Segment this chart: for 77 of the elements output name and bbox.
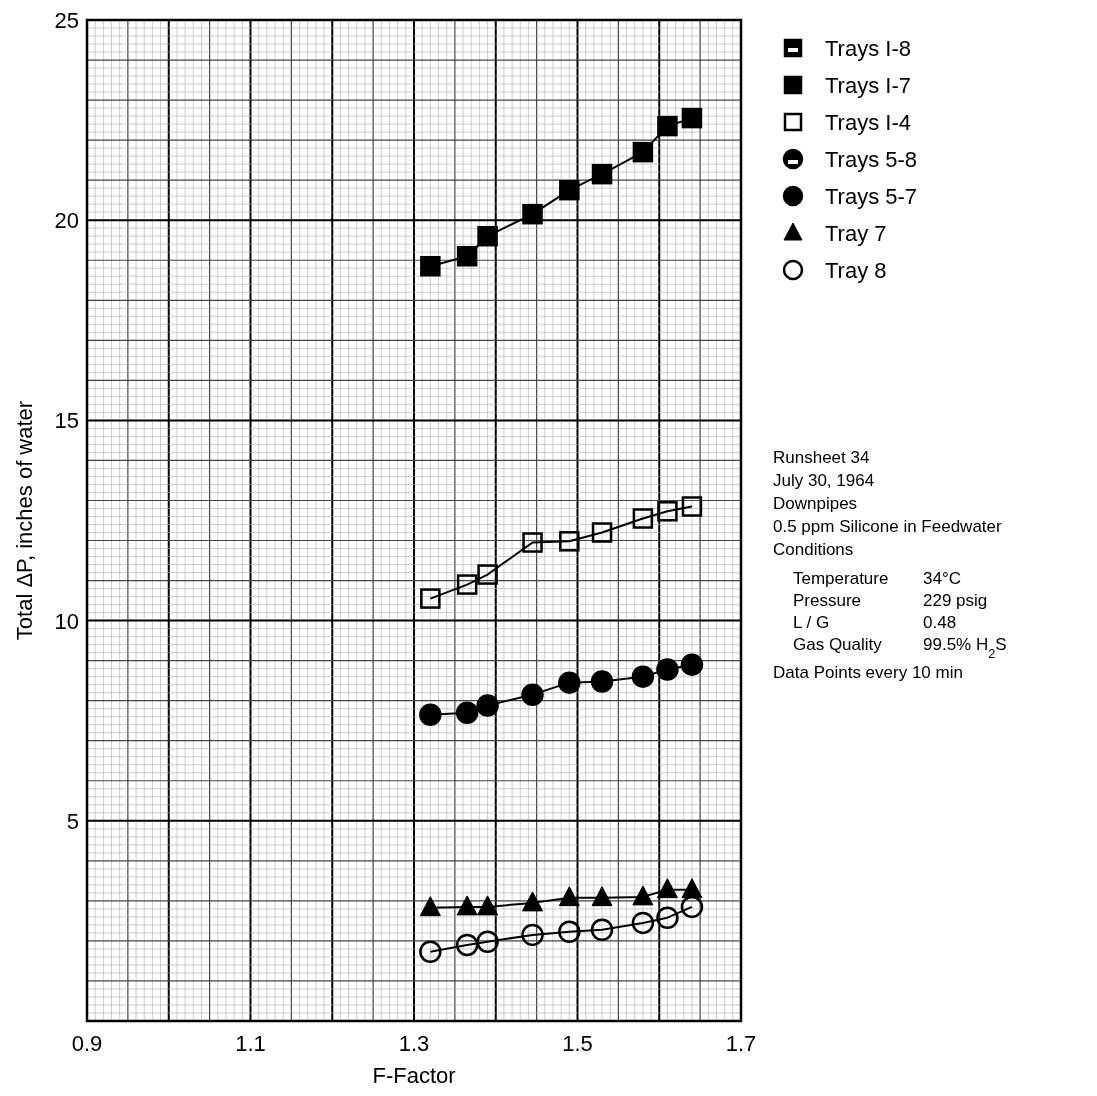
point — [656, 658, 679, 681]
x-tick-label: 1.5 — [562, 1031, 593, 1056]
text: Pressure — [793, 591, 862, 610]
y-tick-label: 15 — [54, 408, 79, 434]
point — [558, 671, 581, 694]
point — [455, 701, 479, 724]
point — [456, 895, 478, 916]
point — [657, 501, 678, 522]
x-tick-label: 1.7 — [725, 1031, 757, 1056]
point — [477, 564, 498, 585]
legend-label: Trays I-7 — [825, 73, 911, 98]
point — [558, 886, 580, 907]
y-tick-label: 20 — [54, 208, 79, 234]
text: Runsheet 34 — [773, 448, 870, 467]
point — [419, 703, 442, 726]
legend-label: Tray 8 — [825, 258, 887, 283]
point — [456, 574, 478, 595]
point — [420, 256, 441, 277]
point — [591, 522, 613, 543]
point — [456, 245, 478, 267]
y-tick-label: 10 — [54, 608, 79, 634]
point — [681, 496, 703, 517]
y-tick-label: 25 — [54, 8, 79, 33]
point — [631, 911, 655, 935]
legend-label: Trays I-8 — [825, 36, 911, 61]
point — [522, 203, 543, 225]
point — [455, 933, 479, 957]
text: July 30, 1964 — [773, 471, 875, 490]
point — [476, 930, 499, 953]
point — [632, 508, 654, 529]
y-tick-label: 5 — [66, 808, 79, 834]
text: Downpipes — [773, 494, 858, 513]
point — [477, 895, 499, 916]
point — [522, 532, 543, 553]
legend-label: Tray 7 — [825, 221, 887, 246]
point — [521, 683, 544, 706]
point — [590, 670, 614, 693]
point — [591, 163, 613, 185]
text: Data Points every 10 min — [773, 663, 963, 682]
y-axis-title: Total ΔP, inches of water — [12, 400, 37, 641]
point — [521, 923, 544, 947]
legend-label: Trays 5-8 — [825, 147, 918, 172]
point — [559, 531, 580, 552]
legend-label: Trays I-4 — [825, 110, 911, 135]
legend-label: Trays 5-7 — [825, 184, 918, 209]
point — [559, 179, 580, 201]
point — [420, 588, 441, 609]
point — [657, 115, 678, 137]
text: Gas Quality — [793, 635, 883, 654]
point — [591, 886, 613, 907]
point — [631, 665, 655, 688]
point — [590, 918, 614, 941]
point — [476, 694, 499, 717]
point — [522, 891, 544, 912]
point — [681, 107, 703, 129]
x-tick-label: 0.9 — [71, 1031, 103, 1056]
point — [558, 920, 581, 943]
text: 0.5 ppm Silicone in Feedwater — [773, 517, 1003, 536]
point — [419, 940, 442, 963]
point — [656, 906, 679, 929]
point — [656, 878, 678, 899]
point — [680, 653, 704, 676]
point — [632, 885, 654, 906]
point — [632, 141, 654, 163]
point — [680, 895, 704, 919]
text: Temperature — [793, 569, 889, 588]
x-tick-label: 1.1 — [235, 1031, 266, 1056]
point — [477, 225, 498, 247]
x-tick-label: 1.3 — [398, 1031, 430, 1056]
text: Conditions — [773, 540, 854, 559]
text: 99.5% H$_{2}$S — [923, 635, 1007, 661]
text: 0.48 — [923, 613, 957, 632]
text: 229 psig — [923, 591, 988, 610]
text: 34°C — [923, 569, 961, 588]
text: L / G — [793, 613, 830, 632]
point — [419, 896, 441, 917]
x-axis-title: F-Factor — [372, 1063, 456, 1088]
